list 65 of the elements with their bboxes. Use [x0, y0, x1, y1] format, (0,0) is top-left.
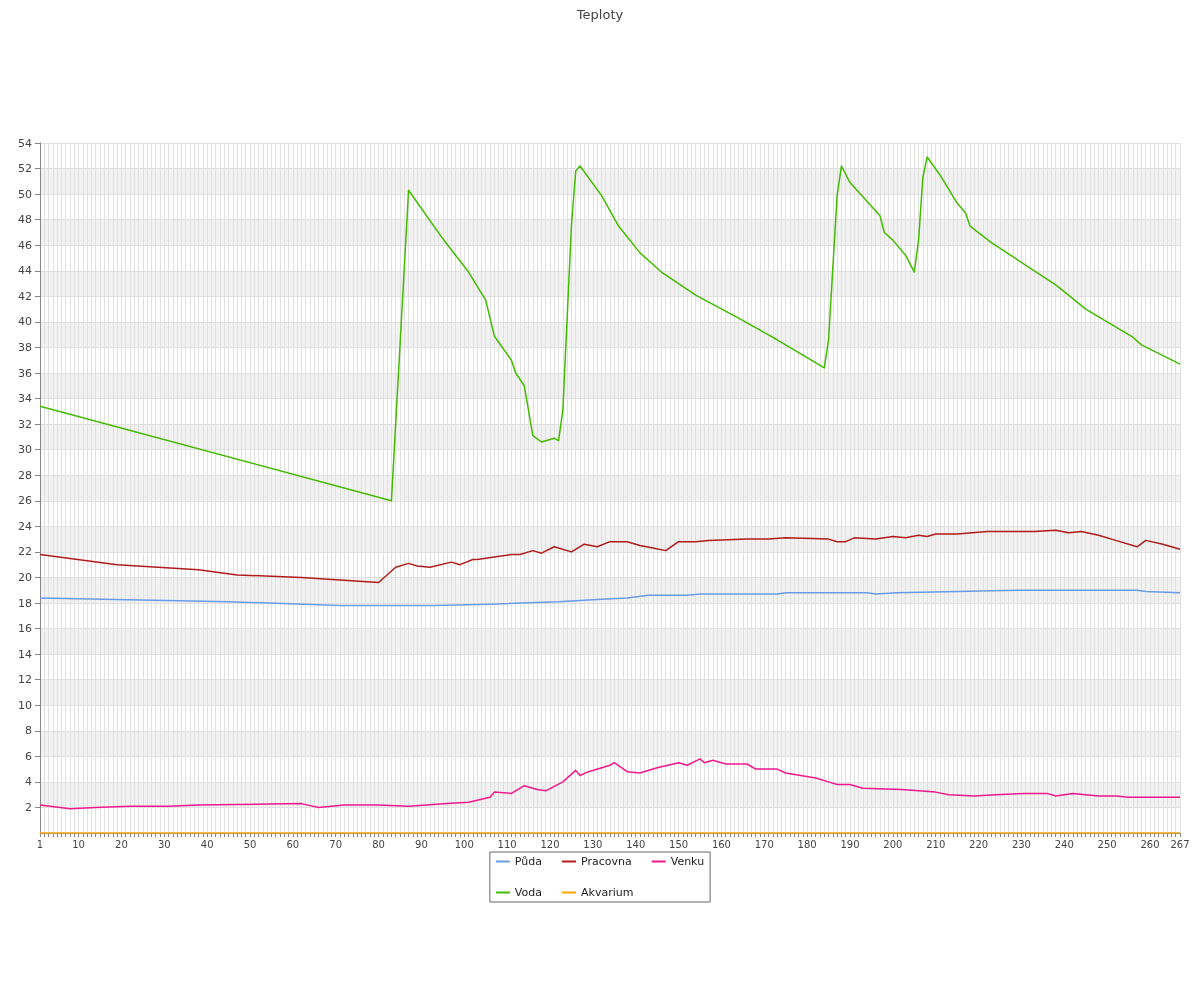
x-tick-label: 210 [926, 838, 946, 850]
x-tick-label: 150 [669, 838, 689, 850]
line-series [39, 589, 1181, 607]
y-tick-label: 54 [18, 136, 32, 150]
x-tick-label: 60 [286, 838, 300, 850]
x-tick-label: 220 [969, 838, 989, 850]
y-tick-label: 38 [18, 340, 32, 354]
y-tick-label: 4 [25, 775, 32, 789]
x-tick-label: 100 [454, 838, 474, 850]
y-tick-label: 12 [18, 673, 32, 687]
chart-title: Teploty [575, 7, 624, 22]
legend-label: Venku [670, 855, 705, 868]
y-tick-label: 2 [25, 800, 32, 814]
x-tick-label: 50 [243, 838, 257, 850]
y-tick-label: 30 [18, 443, 32, 457]
y-tick-label: 42 [18, 289, 32, 303]
y-tick-label: 32 [18, 417, 32, 431]
x-tick-label: 250 [1097, 838, 1117, 850]
x-tick-label: 90 [415, 838, 428, 850]
y-tick-label: 16 [18, 622, 32, 636]
y-tick-label: 34 [18, 392, 32, 406]
x-tick-label: 80 [372, 838, 385, 850]
line-series [39, 156, 1181, 502]
x-tick-label: 170 [754, 838, 774, 850]
x-tick-label: 70 [329, 838, 343, 850]
y-tick-label: 44 [18, 264, 32, 278]
y-tick-label: 24 [18, 519, 32, 533]
x-tick-label: 10 [72, 838, 85, 850]
y-tick-label: 22 [18, 545, 32, 559]
y-tick-label: 48 [18, 213, 32, 227]
y-tick-label: 40 [18, 315, 32, 329]
legend-label: Akvarium [581, 886, 634, 899]
x-tick-label: 130 [583, 838, 603, 850]
y-tick-label: 10 [18, 698, 32, 712]
x-tick-label: 267 [1170, 838, 1190, 850]
x-tick-label: 240 [1054, 838, 1074, 850]
legend-label: Pracovna [581, 855, 632, 868]
y-tick-label: 50 [18, 187, 32, 201]
y-tick-label: 18 [18, 596, 32, 610]
x-tick-label: 260 [1140, 838, 1160, 850]
y-tick-label: 6 [25, 749, 32, 763]
y-tick-label: 14 [18, 647, 32, 661]
legend-label: Půda [514, 855, 543, 868]
x-tick-label: 200 [883, 838, 903, 850]
y-tick-label: 52 [18, 162, 32, 176]
x-tick-label: 230 [1011, 838, 1031, 850]
x-tick-label: 140 [626, 838, 646, 850]
x-tick-label: 110 [497, 838, 517, 850]
y-tick-label: 36 [18, 366, 32, 380]
y-tick-label: 46 [18, 238, 32, 252]
y-tick-label: 8 [25, 724, 32, 738]
y-tick-label: 26 [18, 494, 32, 508]
y-tick-label: 28 [18, 468, 32, 482]
x-tick-label: 120 [540, 838, 560, 850]
line-series [39, 758, 1181, 810]
legend-label: Voda [514, 886, 542, 899]
x-tick-label: 160 [711, 838, 731, 850]
x-tick-label: 20 [115, 838, 128, 850]
x-tick-label: 190 [840, 838, 860, 850]
line-series [39, 529, 1181, 584]
x-tick-label: 180 [797, 838, 817, 850]
x-tick-label: 30 [157, 838, 171, 850]
x-tick-label: 40 [200, 838, 214, 850]
x-tick-label: 1 [36, 838, 44, 850]
y-tick-label: 20 [18, 570, 32, 584]
